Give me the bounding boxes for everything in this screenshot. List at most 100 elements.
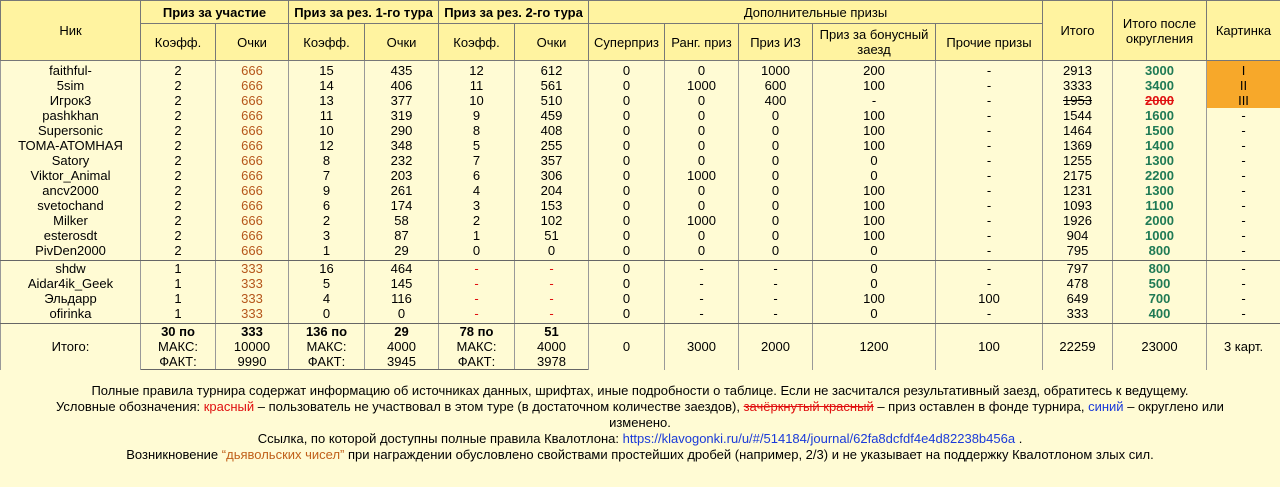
cell: 1 (438, 228, 515, 243)
text: Условные обозначения: (56, 399, 204, 414)
cell: 1926 (1042, 213, 1113, 228)
footer-line: Ссылка, по которой доступны полные прави… (30, 431, 1250, 447)
cell: 203 (364, 168, 439, 183)
cell: 0 (588, 213, 665, 228)
cell: 4000 (364, 339, 439, 354)
cell: 3000 (664, 323, 739, 370)
link[interactable]: https://klavogonki.ru/u/#/514184/journal… (622, 431, 1016, 446)
cell: 1255 (1042, 153, 1113, 168)
cell: 333 (1042, 306, 1113, 324)
row: ofirinka 1 333 0 0- -0- -0-333 400- (0, 306, 1280, 324)
cell: 0 (664, 60, 739, 78)
cell: 0 (288, 306, 365, 324)
totals-row: МАКС: 10000 МАКС: 4000 МАКС: 4000 (1, 339, 1280, 354)
header-row: Коэфф. Очки Коэфф. Очки Коэфф. Очки Суперприз Р… (1, 23, 1280, 61)
cell: 204 (514, 183, 589, 198)
cell: 0 (588, 168, 665, 183)
cell: - (935, 228, 1043, 243)
header-cell: Суперприз (588, 23, 665, 61)
cell: 1093 (1042, 198, 1113, 213)
cell: - (935, 198, 1043, 213)
cell: 100 (812, 228, 936, 243)
cell: - (935, 93, 1043, 108)
cell: 2 (140, 123, 216, 138)
cell: 1600 (1112, 108, 1207, 123)
totals-row: Итого: 30 по 333 136 по 29 78 по 51 0 3000 2000 12… (0, 323, 1280, 370)
cell: 1231 (1042, 183, 1113, 198)
cell: МАКС: (140, 339, 216, 354)
cell: 0 (738, 198, 813, 213)
cell: 0 (738, 108, 813, 123)
cell: 136 по (288, 323, 365, 339)
cell: 0 (588, 183, 665, 198)
cell: 0 (812, 260, 936, 276)
cell: 2 (140, 198, 216, 213)
cell: - (935, 243, 1043, 261)
cell: - (1206, 243, 1280, 261)
cell: 800 (1112, 243, 1207, 261)
nick-cell: Satory (0, 153, 141, 168)
cell: 1400 (1112, 138, 1207, 153)
cell: 0 (738, 213, 813, 228)
header-cell: Очки (364, 23, 439, 61)
cell: 14 (288, 78, 365, 93)
cell: - (514, 291, 589, 306)
cell: I (1206, 60, 1280, 78)
header-cell: Прочие призы (935, 23, 1043, 61)
cell: МАКС: (288, 339, 365, 354)
cell: 2 (140, 78, 216, 93)
cell: 0 (738, 183, 813, 198)
header-cell: Коэфф. (438, 23, 515, 61)
cell: 174 (364, 198, 439, 213)
cell: 333 (215, 260, 289, 276)
row: Эльдарр 1 333 4 116- -0- -100 100 649 700- (0, 291, 1280, 306)
row: shdw 1 333 16 464- -0- -0-797 800- (0, 260, 1280, 276)
cell: 0 (664, 108, 739, 123)
text: Возникновение (126, 447, 222, 462)
cell: 3945 (364, 354, 439, 370)
cell: 333 (215, 276, 289, 291)
header-cell: Коэфф. (140, 23, 216, 61)
cell: 12 (438, 60, 515, 78)
row: pashkhan 2 666 11 319 9 459 0 0 0 100-1544 1600- (0, 108, 1280, 123)
cell: 0 (588, 108, 665, 123)
cell: ФАКТ: (288, 354, 365, 370)
cell: 9 (288, 183, 365, 198)
cell: 0 (588, 276, 665, 291)
cell: 0 (588, 291, 665, 306)
cell: - (1206, 168, 1280, 183)
cell: 0 (588, 78, 665, 93)
cell: 100 (812, 198, 936, 213)
cell: 666 (215, 138, 289, 153)
row: Supersonic 2 666 10 290 8 408 0 0 0 100-1464 1500- (0, 123, 1280, 138)
cell: 100 (812, 183, 936, 198)
row: Aidar4ik_Geek 1 333 5 145- -0- -0-478 500- (0, 276, 1280, 291)
cell: - (738, 291, 813, 306)
cell: 0 (664, 243, 739, 261)
cell: 510 (514, 93, 589, 108)
cell: 261 (364, 183, 439, 198)
cell: 22259 (1042, 323, 1113, 370)
cell: - (1206, 213, 1280, 228)
cell: 649 (1042, 291, 1113, 306)
cell: 666 (215, 198, 289, 213)
cell: 666 (215, 213, 289, 228)
header-cell: Очки (514, 23, 589, 61)
cell: - (1206, 291, 1280, 306)
cell: 0 (664, 123, 739, 138)
cell: 666 (215, 60, 289, 78)
cell: 78 по (438, 323, 515, 339)
cell: 12 (288, 138, 365, 153)
row: Satory 2 666 8 232 7 357 0 0 0 0-1255 1300- (0, 153, 1280, 168)
cell: 0 (588, 243, 665, 261)
cell: - (935, 168, 1043, 183)
cell: 2 (140, 153, 216, 168)
cell: 612 (514, 60, 589, 78)
nick-cell: esterosdt (0, 228, 141, 243)
cell: 290 (364, 123, 439, 138)
cell: 4000 (514, 339, 589, 354)
row: PivDen2000 2 666 1 29 0 0 0 0 0 0-795 800- (0, 243, 1280, 261)
cell: 0 (664, 93, 739, 108)
cell: 561 (514, 78, 589, 93)
cell: 10 (438, 93, 515, 108)
